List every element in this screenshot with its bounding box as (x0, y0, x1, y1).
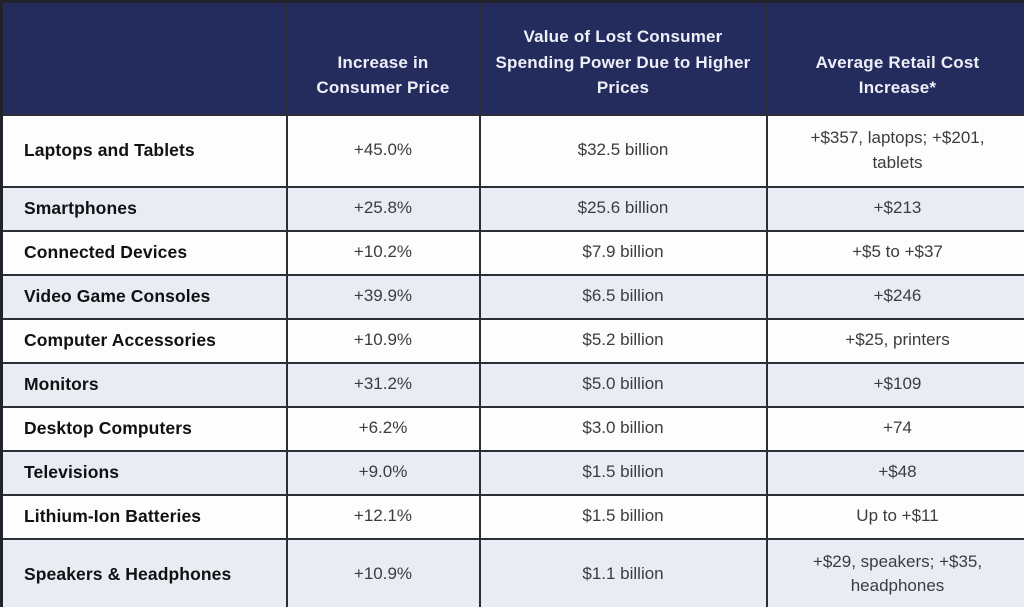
row-category-cell: Smartphones (0, 185, 288, 232)
row-category-cell: Connected Devices (0, 229, 288, 276)
row-price-increase-cell: +6.2% (285, 405, 481, 452)
table-row: Laptops and Tablets +45.0% $32.5 billion +$… (0, 113, 1024, 188)
row-category-cell: Video Game Consoles (0, 273, 288, 320)
table-row: Connected Devices +10.2% $7.9 billion +$5 t… (0, 229, 1024, 276)
row-retail-increase-cell: Up to +$11 (765, 493, 1024, 540)
row-retail-increase-cell: +$213 (765, 185, 1024, 232)
row-lost-spending-cell: $5.2 billion (478, 317, 768, 364)
row-category-cell: Desktop Computers (0, 405, 288, 452)
row-price-increase-cell: +31.2% (285, 361, 481, 408)
row-price-increase-cell: +10.9% (285, 537, 481, 607)
row-lost-spending-cell: $7.9 billion (478, 229, 768, 276)
table-header: Increase in Consumer Price Value of Lost… (0, 0, 1024, 116)
row-category-cell: Televisions (0, 449, 288, 496)
header-row: Increase in Consumer Price Value of Lost… (0, 0, 1024, 116)
table-body: Laptops and Tablets +45.0% $32.5 billion +$… (0, 113, 1024, 607)
row-price-increase-cell: +45.0% (285, 113, 481, 188)
table-row: Smartphones +25.8% $25.6 billion +$213 (0, 185, 1024, 232)
table-row: Lithium-Ion Batteries +12.1% $1.5 billion U… (0, 493, 1024, 540)
row-category-cell: Monitors (0, 361, 288, 408)
row-retail-increase-cell: +$5 to +$37 (765, 229, 1024, 276)
row-retail-increase-cell: +$48 (765, 449, 1024, 496)
row-retail-increase-cell: +$25, printers (765, 317, 1024, 364)
row-retail-increase-cell: +$357, laptops; +$201, tablets (765, 113, 1024, 188)
table-row: Monitors +31.2% $5.0 billion +$109 (0, 361, 1024, 408)
row-price-increase-cell: +10.2% (285, 229, 481, 276)
row-lost-spending-cell: $1.5 billion (478, 493, 768, 540)
row-lost-spending-cell: $32.5 billion (478, 113, 768, 188)
row-retail-increase-cell: +$246 (765, 273, 1024, 320)
table-row: Televisions +9.0% $1.5 billion +$48 (0, 449, 1024, 496)
row-category-cell: Lithium-Ion Batteries (0, 493, 288, 540)
header-cell-lost-spending: Value of Lost Consumer Spending Power Du… (478, 0, 768, 116)
header-cell-category (0, 0, 288, 116)
table-row: Desktop Computers +6.2% $3.0 billion +74 (0, 405, 1024, 452)
row-category-cell: Computer Accessories (0, 317, 288, 364)
header-cell-price-increase: Increase in Consumer Price (285, 0, 481, 116)
row-price-increase-cell: +25.8% (285, 185, 481, 232)
row-retail-increase-cell: +74 (765, 405, 1024, 452)
row-lost-spending-cell: $1.5 billion (478, 449, 768, 496)
row-retail-increase-cell: +$109 (765, 361, 1024, 408)
row-price-increase-cell: +9.0% (285, 449, 481, 496)
table-row: Speakers & Headphones +10.9% $1.1 billion +… (0, 537, 1024, 607)
row-price-increase-cell: +39.9% (285, 273, 481, 320)
row-lost-spending-cell: $6.5 billion (478, 273, 768, 320)
row-lost-spending-cell: $5.0 billion (478, 361, 768, 408)
table-row: Video Game Consoles +39.9% $6.5 billion +$2… (0, 273, 1024, 320)
row-category-cell: Speakers & Headphones (0, 537, 288, 607)
row-price-increase-cell: +10.9% (285, 317, 481, 364)
row-lost-spending-cell: $1.1 billion (478, 537, 768, 607)
table-row: Computer Accessories +10.9% $5.2 billion +$… (0, 317, 1024, 364)
row-price-increase-cell: +12.1% (285, 493, 481, 540)
row-retail-increase-cell: +$29, speakers; +$35, headphones (765, 537, 1024, 607)
header-cell-retail-increase: Average Retail Cost Increase* (765, 0, 1024, 116)
row-category-cell: Laptops and Tablets (0, 113, 288, 188)
row-lost-spending-cell: $3.0 billion (478, 405, 768, 452)
row-lost-spending-cell: $25.6 billion (478, 185, 768, 232)
